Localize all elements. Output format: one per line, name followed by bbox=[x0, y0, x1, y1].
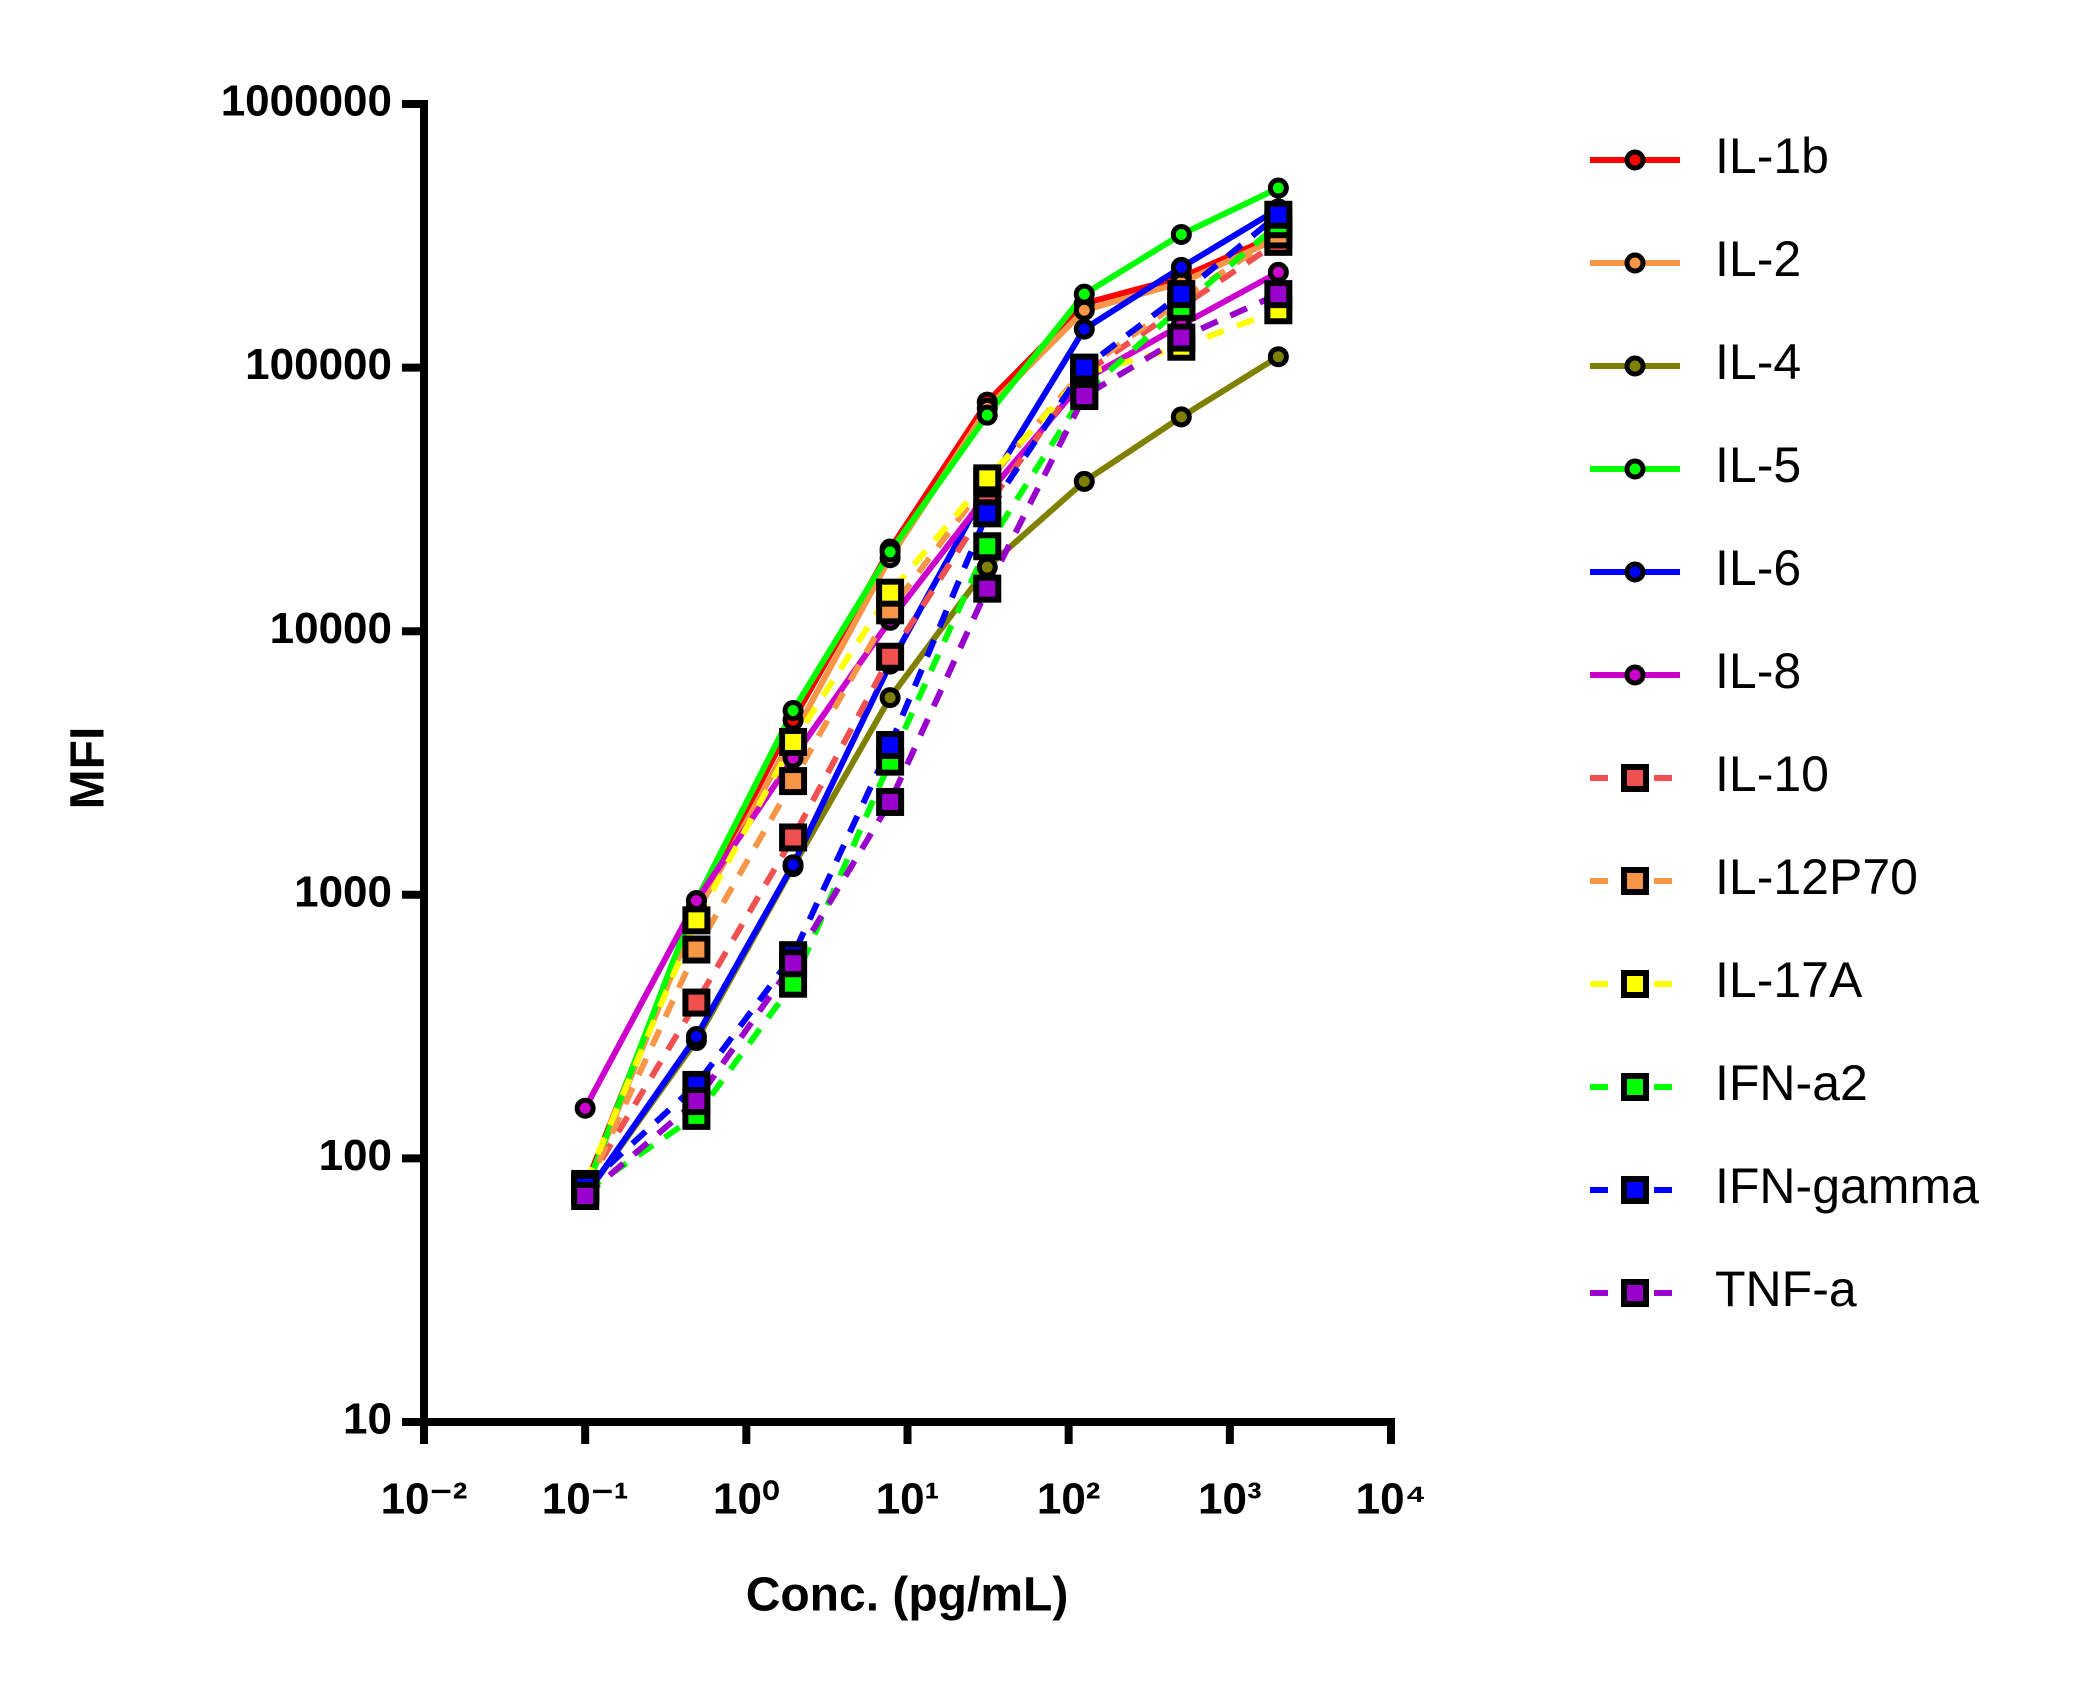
x-tick-label: 10² bbox=[1037, 1475, 1101, 1524]
legend-label: IL-1b bbox=[1715, 128, 1829, 184]
data-point bbox=[879, 541, 901, 563]
data-point bbox=[1267, 177, 1289, 199]
data-point bbox=[973, 499, 1002, 528]
series-line bbox=[583, 291, 1280, 1199]
data-point bbox=[1167, 280, 1196, 309]
legend-marker bbox=[1621, 1279, 1649, 1307]
data-point bbox=[1167, 323, 1196, 352]
data-point bbox=[779, 949, 808, 978]
x-axis-title: Conc. (pg/mL) bbox=[746, 1569, 1069, 1622]
y-tick-label: 10 bbox=[343, 1395, 392, 1444]
legend-label: IFN-a2 bbox=[1715, 1055, 1868, 1111]
legend-label: IFN-gamma bbox=[1715, 1158, 1979, 1214]
legend-marker bbox=[1621, 764, 1649, 792]
data-point bbox=[682, 906, 711, 935]
legend-marker bbox=[1621, 1176, 1649, 1204]
data-point bbox=[1264, 200, 1293, 229]
data-point bbox=[779, 823, 808, 852]
data-point bbox=[682, 1087, 711, 1116]
data-point bbox=[779, 727, 808, 756]
data-point bbox=[876, 731, 905, 760]
legend-marker bbox=[1624, 355, 1646, 377]
x-tick-label: 10⁴ bbox=[1356, 1475, 1427, 1524]
legend-marker bbox=[1624, 252, 1646, 274]
legend-label: IL-5 bbox=[1715, 437, 1801, 493]
series-line bbox=[583, 221, 1281, 1194]
data-point bbox=[782, 854, 804, 876]
legend-label: IL-17A bbox=[1715, 952, 1863, 1008]
x-tick-label: 10⁻¹ bbox=[542, 1475, 629, 1524]
data-point bbox=[879, 687, 901, 709]
legend-marker bbox=[1624, 561, 1646, 583]
y-axis-title: MFI bbox=[62, 727, 115, 810]
legend-marker bbox=[1621, 1073, 1649, 1101]
data-point bbox=[876, 578, 905, 607]
data-point bbox=[1170, 406, 1192, 428]
data-point bbox=[779, 767, 808, 796]
data-point bbox=[1070, 382, 1099, 411]
legend-marker bbox=[1621, 970, 1649, 998]
y-tick-label: 100000 bbox=[245, 340, 392, 389]
series-line bbox=[582, 307, 1280, 1186]
x-tick-label: 10⁻² bbox=[381, 1475, 468, 1524]
series-line bbox=[582, 185, 1280, 1193]
data-point bbox=[1070, 353, 1099, 382]
data-point bbox=[782, 700, 804, 722]
y-tick-label: 10000 bbox=[270, 604, 392, 653]
y-tick-label: 1000000 bbox=[221, 77, 392, 126]
legend-label: IL-10 bbox=[1715, 746, 1829, 802]
data-point bbox=[876, 642, 905, 671]
legend-marker bbox=[1624, 149, 1646, 171]
legend-label: IL-6 bbox=[1715, 540, 1801, 596]
data-point bbox=[682, 935, 711, 964]
legend-label: IL-2 bbox=[1715, 231, 1801, 287]
data-point bbox=[1267, 346, 1289, 368]
data-point bbox=[1267, 261, 1289, 283]
data-point bbox=[976, 556, 998, 578]
data-point bbox=[682, 988, 711, 1017]
data-point bbox=[1264, 280, 1293, 309]
data-point bbox=[976, 404, 998, 426]
legend-label: IL-8 bbox=[1715, 643, 1801, 699]
legend-marker bbox=[1624, 458, 1646, 480]
data-point bbox=[1073, 318, 1095, 340]
y-tick-label: 100 bbox=[319, 1131, 392, 1180]
data-point bbox=[574, 1097, 596, 1119]
series-line bbox=[582, 269, 1280, 1110]
data-point bbox=[1073, 299, 1095, 321]
legend-label: TNF-a bbox=[1715, 1261, 1857, 1317]
legend-label: IL-4 bbox=[1715, 334, 1801, 390]
series-line bbox=[583, 212, 1281, 1190]
legend-marker bbox=[1621, 867, 1649, 895]
legend-label: IL-12P70 bbox=[1715, 849, 1918, 905]
data-point bbox=[973, 574, 1002, 603]
data-point bbox=[973, 464, 1002, 493]
data-point bbox=[571, 1182, 600, 1211]
legend-marker bbox=[1624, 664, 1646, 686]
x-tick-label: 10³ bbox=[1198, 1475, 1262, 1524]
data-point bbox=[685, 890, 707, 912]
data-point bbox=[876, 787, 905, 816]
y-tick-label: 1000 bbox=[294, 867, 392, 916]
series-line bbox=[582, 231, 1281, 1193]
data-point bbox=[685, 1026, 707, 1048]
data-point bbox=[1073, 470, 1095, 492]
data-point bbox=[1170, 256, 1192, 278]
x-tick-label: 10⁰ bbox=[713, 1475, 780, 1524]
data-point bbox=[1170, 223, 1192, 245]
data-point bbox=[1073, 283, 1095, 305]
data-point bbox=[973, 532, 1002, 561]
x-tick-label: 10¹ bbox=[876, 1475, 940, 1524]
